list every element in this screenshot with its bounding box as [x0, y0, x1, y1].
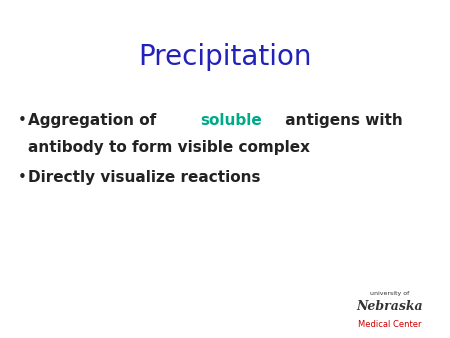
Text: Medical Center: Medical Center	[358, 320, 422, 329]
Text: university of: university of	[370, 291, 410, 296]
Text: Nebraska: Nebraska	[357, 300, 423, 313]
Text: Directly visualize reactions: Directly visualize reactions	[28, 170, 261, 185]
Text: Precipitation: Precipitation	[138, 43, 312, 71]
Text: Aggregation of: Aggregation of	[28, 113, 162, 128]
Text: antibody to form visible complex: antibody to form visible complex	[28, 140, 310, 155]
Text: •: •	[18, 113, 27, 128]
Text: •: •	[18, 170, 27, 185]
Text: antigens with: antigens with	[280, 113, 403, 128]
Text: soluble: soluble	[200, 113, 262, 128]
